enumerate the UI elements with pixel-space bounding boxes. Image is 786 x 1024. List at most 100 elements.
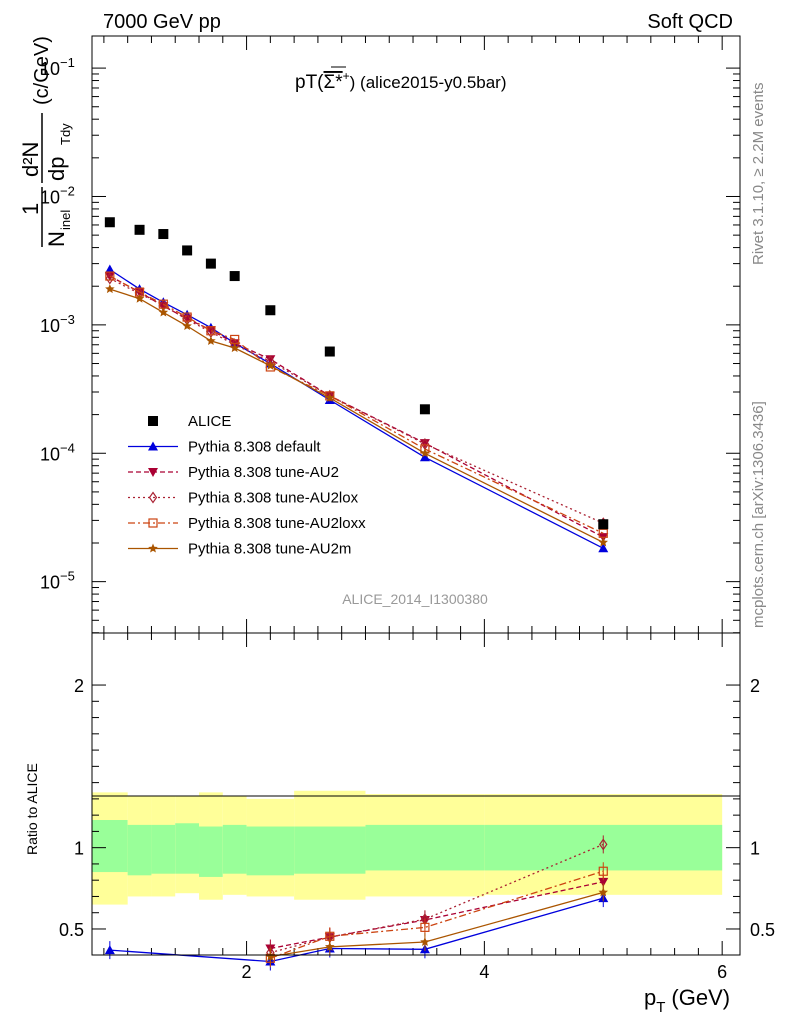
- series-point: [419, 452, 430, 462]
- y-tick-label: 10−3: [40, 312, 75, 336]
- series-point: [134, 293, 145, 303]
- legend-marker: [148, 518, 158, 528]
- ratio-line: [270, 843, 604, 954]
- ratio-tick-label: 0.5: [59, 920, 84, 940]
- ratio-band-inner: [175, 823, 200, 874]
- plot-title: pT(Σ*+) (alice2015-y0.5bar): [295, 69, 507, 93]
- y-tick-base: 10: [40, 59, 60, 79]
- series-line: [109, 277, 604, 524]
- series-line: [109, 275, 604, 538]
- legend-label: Pythia 8.308 default: [188, 439, 321, 456]
- analysis-watermark: ALICE_2014_I1300380: [342, 591, 488, 607]
- ylabel-den-sub: Tdy: [58, 123, 73, 145]
- y-tick-base: 10: [40, 187, 60, 207]
- ratio-point: [599, 838, 608, 851]
- y-tick-exp: −1: [60, 55, 75, 70]
- ratio-band-inner: [199, 826, 223, 877]
- legend-marker: [148, 543, 158, 553]
- ratio-ylabel: Ratio to ALICE: [24, 763, 40, 855]
- y-tick-exp: −2: [60, 183, 75, 198]
- series-point: [325, 389, 335, 402]
- title-main: pT(: [295, 72, 324, 93]
- ratio-tick-label-right: 1: [750, 839, 760, 859]
- series-point: [104, 264, 115, 274]
- legend-marker: [148, 491, 158, 504]
- series-line: [109, 275, 604, 534]
- xlabel-p: p: [644, 985, 656, 1010]
- series-point: [229, 343, 240, 353]
- series-point: [105, 284, 115, 294]
- ratio-tick-label-right: 2: [750, 676, 760, 696]
- ratio-band-inner: [151, 824, 176, 874]
- ratio-point: [265, 951, 276, 961]
- legend-marker: [148, 468, 158, 477]
- ratio-band-inner: [246, 826, 295, 876]
- legend-label: Pythia 8.308 tune-AU2m: [188, 541, 351, 558]
- alice-point: [104, 217, 115, 228]
- ratio-point: [598, 877, 609, 887]
- ratio-frame: [91, 632, 741, 956]
- y-tick-exp: −5: [60, 569, 75, 584]
- ylabel-one: 1: [18, 203, 43, 215]
- title-rest: ) (alice2015-y0.5bar): [350, 73, 507, 92]
- ylabel-num: d²N: [18, 142, 43, 177]
- ratio-band-inner: [92, 820, 128, 873]
- alice-point: [598, 519, 609, 530]
- series-line: [109, 268, 604, 549]
- ratio-tick-label: 2: [74, 676, 84, 696]
- series-point: [325, 392, 335, 402]
- mcplots-label: mcplots.cern.ch [arXiv:1306.3436]: [750, 401, 767, 628]
- y-tick-label: 10−4: [40, 440, 75, 464]
- legend-label: Pythia 8.308 tune-AU2: [188, 464, 339, 481]
- ratio-point: [598, 866, 608, 876]
- ratio-tick-label: 1: [74, 839, 84, 859]
- y-tick-exp: −3: [60, 312, 75, 327]
- ratio-point: [598, 887, 608, 897]
- ratio-point: [420, 922, 430, 932]
- alice-point: [158, 229, 169, 240]
- series-point: [420, 448, 430, 458]
- legend-marker: [148, 441, 158, 451]
- xlabel-unit: (GeV): [671, 985, 730, 1010]
- title-particle: Σ*: [324, 72, 344, 93]
- legend-label: Pythia 8.308 tune-AU2lox: [188, 490, 359, 507]
- ratio-band-inner: [294, 826, 366, 874]
- ratio-point: [104, 945, 115, 955]
- ylabel-n: N: [44, 231, 69, 247]
- ratio-band-inner: [365, 824, 485, 871]
- y-tick-base: 10: [40, 316, 60, 336]
- alice-point: [324, 346, 335, 357]
- y-tick-label: 10−5: [40, 569, 75, 593]
- ylabel-unit: (c/GeV): [31, 36, 53, 105]
- alice-point: [265, 305, 276, 316]
- ratio-tick-label-right: 0.5: [750, 920, 775, 940]
- legend: ALICE Pythia 8.308 default Pythia 8.308 tu…: [128, 413, 366, 558]
- alice-point: [229, 271, 240, 282]
- ratio-line: [270, 870, 604, 959]
- title-sup: +: [343, 69, 350, 83]
- series-point: [182, 314, 193, 324]
- ratio-line: [270, 881, 604, 950]
- main-series-layer: [104, 217, 609, 553]
- ratio-band-inner: [127, 824, 152, 876]
- series-point: [265, 355, 276, 365]
- ratio-point: [325, 941, 335, 951]
- alice-point: [205, 258, 216, 269]
- series-point: [206, 326, 216, 336]
- series-point: [265, 360, 276, 370]
- y-tick-base: 10: [40, 444, 60, 464]
- x-tick-label: 4: [479, 962, 489, 982]
- series-point: [206, 335, 216, 345]
- x-tick-label: 6: [717, 962, 727, 982]
- alice-point: [182, 245, 193, 256]
- series-point: [105, 271, 115, 281]
- series-point: [182, 321, 192, 330]
- main-axis-ticks: 10−110−210−310−410−5: [40, 36, 740, 634]
- header-left: 7000 GeV pp: [103, 11, 221, 33]
- x-tick-label: 2: [242, 962, 252, 982]
- ylabel-inel: inel: [58, 210, 73, 230]
- header-right: Soft QCD: [647, 11, 733, 33]
- y-tick-label: 10−1: [40, 55, 75, 79]
- rivet-label: Rivet 3.1.10, ≥ 2.2M events: [750, 83, 767, 266]
